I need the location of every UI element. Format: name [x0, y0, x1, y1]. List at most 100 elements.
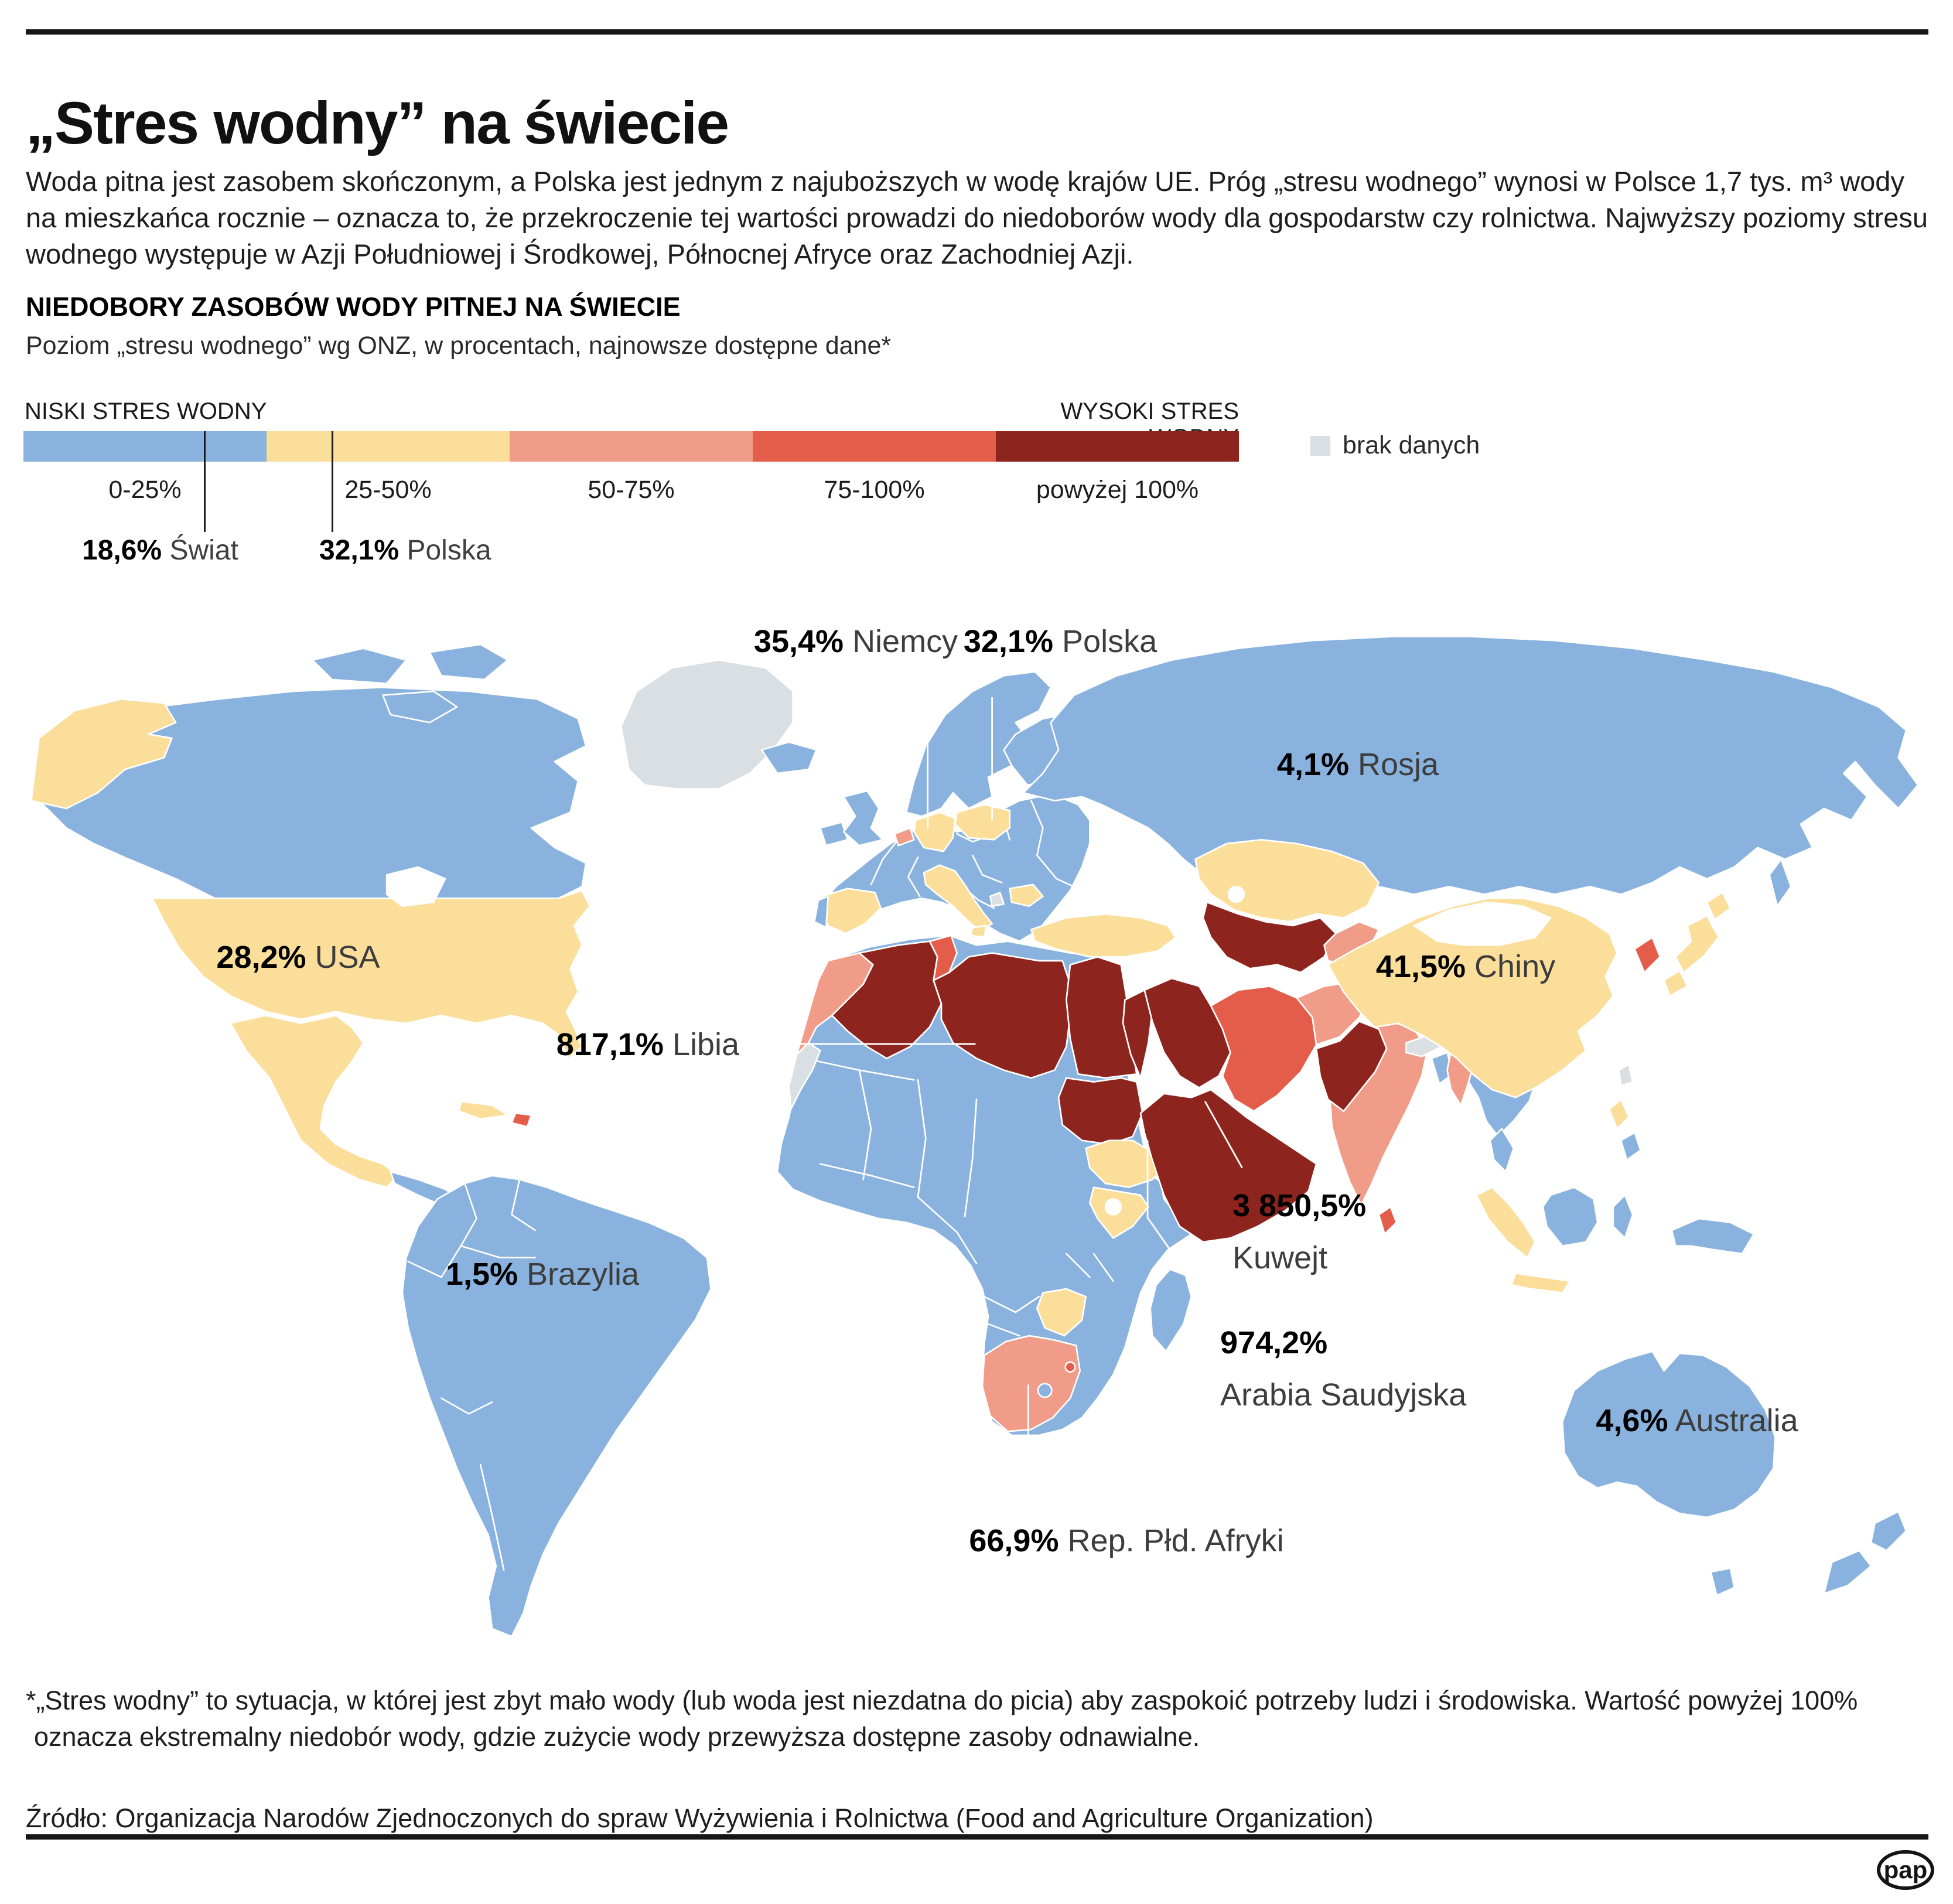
country-iran	[1210, 985, 1317, 1112]
island-sicily	[969, 924, 988, 939]
label-country: Libia	[672, 1027, 739, 1062]
country-south-korea	[1634, 936, 1661, 974]
label-value: 66,9%	[969, 1523, 1059, 1558]
map-label-rosja: 4,1% Rosja	[1277, 746, 1439, 783]
country-italy	[923, 864, 993, 933]
legend-range-label: powyżej 100%	[1036, 476, 1199, 504]
legend-low-label: NISKI STRES WODNY	[25, 398, 267, 424]
japan-kyushu	[1663, 970, 1688, 997]
label-country: Kuwejt	[1232, 1240, 1328, 1276]
country-poland	[954, 804, 1011, 841]
map-label-brazylia: 1,5% Brazylia	[446, 1256, 639, 1292]
region-alaska	[30, 698, 177, 810]
annotation-name: Świat	[169, 535, 238, 566]
region-syria-iraq	[1143, 977, 1231, 1089]
island-taiwan	[1618, 1063, 1634, 1087]
country-macedonia	[989, 892, 1005, 907]
country-canada	[38, 687, 587, 899]
country-mexico	[230, 1015, 400, 1188]
country-madagascar	[1149, 1268, 1193, 1353]
label-value: 4,6%	[1596, 1403, 1668, 1438]
country-uk	[842, 790, 884, 847]
island-tasmania	[1710, 1567, 1735, 1596]
footnote-line-2: oznacza ekstremalny niedobór wody, gdzie…	[34, 1722, 1200, 1752]
country-china	[1327, 898, 1618, 1098]
country-north-korea	[1620, 913, 1651, 946]
country-eswatini	[1064, 1361, 1076, 1373]
island-sakhalin	[1768, 858, 1792, 907]
top-rule	[26, 29, 1928, 35]
island-java	[1511, 1272, 1571, 1294]
country-egypt	[1066, 956, 1138, 1079]
pap-logo: pap	[1877, 1850, 1934, 1890]
label-value: 28,2%	[216, 940, 306, 975]
annotation-name: Polska	[407, 535, 491, 566]
label-country: Brazylia	[527, 1257, 640, 1292]
legend-tick-world	[204, 431, 206, 532]
country-australia	[1561, 1350, 1776, 1519]
philippines-luzon	[1608, 1098, 1630, 1130]
section-subheading: Poziom „stresu wodnego” wg ONZ, w procen…	[26, 332, 892, 360]
south-america-borders	[407, 1179, 536, 1571]
country-lesotho	[1037, 1383, 1053, 1398]
country-greenland	[620, 659, 794, 790]
island-sumatra	[1476, 1186, 1536, 1259]
map-label-niemcy: 35,4% Niemcy	[754, 623, 958, 660]
label-value: 32,1%	[963, 624, 1054, 659]
country-cuba	[458, 1100, 509, 1120]
country-sudan	[1057, 1077, 1143, 1145]
japan-honshu	[1675, 915, 1720, 974]
country-sri-lanka	[1378, 1206, 1398, 1236]
label-country: Niemcy	[852, 624, 958, 659]
leader-lines	[750, 697, 1243, 1498]
label-country: Rosja	[1358, 747, 1439, 782]
country-zimbabwe	[1036, 1288, 1087, 1337]
legend-swatch-over-100	[996, 431, 1239, 462]
map-label-australia: 4,6% Australia	[1596, 1403, 1798, 1439]
label-value: 35,4%	[753, 624, 844, 659]
africa-borders	[804, 1057, 1114, 1337]
legend-tick-poland	[332, 431, 333, 532]
country-south-africa	[981, 1335, 1081, 1432]
label-country: USA	[315, 940, 380, 975]
country-hispaniola	[511, 1112, 532, 1128]
legend-swatch-50-75	[510, 431, 753, 462]
page-title: „Stres wodny” na świecie	[26, 90, 729, 157]
world-choropleth-map	[30, 636, 1919, 1637]
leader-kuwait	[1204, 1101, 1243, 1168]
island-sulawesi	[1612, 1194, 1634, 1239]
region-uzbekistan-turkmenistan	[1202, 901, 1337, 974]
country-belgium	[893, 827, 915, 847]
country-germany	[913, 811, 956, 852]
country-mongolia	[1413, 901, 1552, 946]
country-turkey	[1030, 913, 1177, 958]
legend-annotation-poland: 32,1% Polska	[319, 534, 491, 567]
japan-hokkaido	[1706, 892, 1732, 921]
label-value: 974,2%	[1220, 1325, 1328, 1360]
legend-range-label: 25-50%	[344, 476, 432, 504]
canada-arctic-island	[382, 690, 458, 724]
legend-range-label: 50-75%	[588, 476, 675, 504]
country-russia	[1022, 636, 1919, 903]
legend-swatch-25-50	[267, 431, 510, 462]
canada-arctic-island	[312, 647, 407, 684]
island-new-guinea	[1671, 1217, 1755, 1255]
lake-victoria	[1104, 1198, 1122, 1216]
country-pakistan	[1315, 1021, 1388, 1112]
footnote: *„Stres wodny” to sytuacja, w której jes…	[26, 1683, 1858, 1755]
label-country: Australia	[1675, 1403, 1798, 1438]
label-value: 41,5%	[1375, 949, 1466, 984]
country-ireland	[819, 821, 849, 847]
intro-paragraph: Woda pitna jest zasobem skończonym, a Po…	[26, 166, 1928, 269]
aral-sea	[1227, 886, 1245, 903]
region-malay-peninsula	[1489, 1128, 1515, 1173]
map-label-arabia-saudyjska: 974,2% Arabia Saudyjska	[1220, 1317, 1466, 1421]
legend-range-label: 0-25%	[108, 476, 182, 504]
new-zealand-north	[1870, 1510, 1907, 1552]
map-label-polska: 32,1% Polska	[964, 623, 1157, 660]
continent-south-america	[401, 1175, 712, 1637]
label-country: Arabia Saudyjska	[1220, 1377, 1467, 1413]
section-heading: NIEDOBORY ZASOBÓW WODY PITNEJ NA ŚWIECIE	[26, 292, 681, 322]
country-portugal	[813, 895, 829, 929]
